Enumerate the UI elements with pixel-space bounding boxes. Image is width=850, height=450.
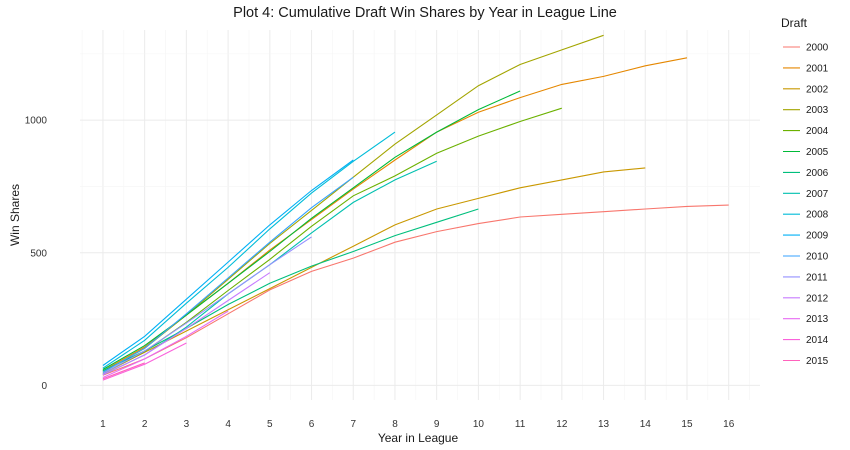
legend-label-2007: 2007 [806, 189, 829, 200]
legend-label-2014: 2014 [806, 335, 829, 346]
legend-label-2012: 2012 [806, 293, 829, 304]
x-tick-label: 12 [556, 419, 568, 430]
legend-title: Draft [781, 16, 808, 30]
series-line-2002 [102, 167, 646, 374]
series-line-2012 [102, 272, 271, 376]
x-tick-label: 10 [473, 419, 485, 430]
chart-title: Plot 4: Cumulative Draft Win Shares by Y… [233, 5, 617, 21]
x-tick-label: 9 [434, 419, 440, 430]
x-tick-label: 3 [184, 419, 190, 430]
x-tick-label: 13 [598, 419, 610, 430]
x-tick-label: 15 [681, 419, 693, 430]
legend-label-2011: 2011 [806, 272, 828, 283]
legend-label-2008: 2008 [806, 210, 829, 221]
series-line-2006 [102, 208, 479, 372]
x-tick-label: 11 [515, 419, 526, 430]
y-tick-label: 1000 [25, 116, 48, 127]
series-line-2011 [102, 236, 312, 374]
y-axis-title: Win Shares [8, 184, 22, 246]
legend-label-2003: 2003 [806, 105, 829, 116]
y-tick-label: 500 [30, 248, 47, 259]
x-axis-ticks: 1 2 3 4 5 6 7 8 9 10 11 12 13 14 15 16 [100, 419, 735, 430]
series-line-2008 [102, 131, 396, 369]
legend-label-2010: 2010 [806, 252, 829, 263]
series-lines [102, 34, 729, 381]
legend-label-2001: 2001 [806, 63, 829, 74]
series-line-2013 [102, 310, 229, 379]
series-line-2015 [102, 362, 145, 380]
x-tick-label: 2 [142, 419, 148, 430]
series-line-2014 [102, 342, 187, 381]
x-axis-title: Year in League [378, 431, 459, 445]
legend-label-2004: 2004 [806, 126, 829, 137]
x-tick-label: 6 [309, 419, 315, 430]
legend-label-2002: 2002 [806, 84, 829, 95]
x-tick-label: 16 [723, 419, 735, 430]
series-line-2010 [102, 176, 354, 373]
y-tick-label: 0 [41, 381, 47, 392]
legend-label-2013: 2013 [806, 314, 829, 325]
series-line-2009 [102, 159, 354, 366]
legend-label-2000: 2000 [806, 43, 829, 54]
series-line-2000 [102, 204, 729, 376]
x-tick-label: 14 [640, 419, 652, 430]
x-tick-label: 1 [100, 419, 106, 430]
legend-label-2015: 2015 [806, 356, 829, 367]
x-tick-label: 7 [350, 419, 356, 430]
x-tick-label: 8 [392, 419, 398, 430]
y-axis-ticks: 0 500 1000 [25, 116, 48, 392]
x-tick-label: 5 [267, 419, 273, 430]
legend-label-2006: 2006 [806, 168, 829, 179]
legend-label-2005: 2005 [806, 147, 829, 158]
legend-label-2009: 2009 [806, 231, 829, 242]
grid [80, 30, 760, 400]
x-tick-label: 4 [225, 419, 231, 430]
legend: Draft 2000 2001 2002 2003 2004 2005 2006 2007 20… [781, 16, 829, 367]
